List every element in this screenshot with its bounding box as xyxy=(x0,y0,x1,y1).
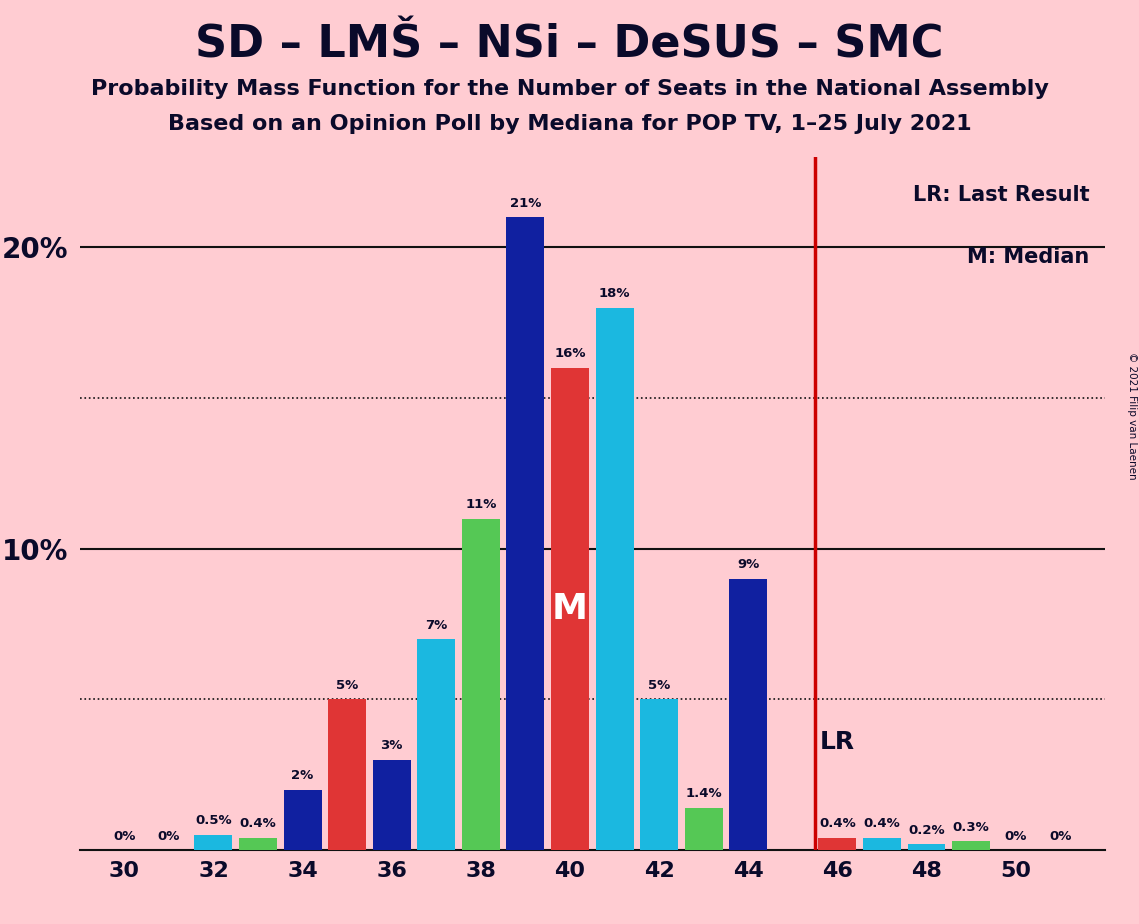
Text: LR: LR xyxy=(820,730,854,754)
Text: 2%: 2% xyxy=(292,770,313,783)
Text: 5%: 5% xyxy=(336,679,359,692)
Text: 0%: 0% xyxy=(1005,830,1027,843)
Bar xyxy=(819,838,857,850)
Text: 0.2%: 0.2% xyxy=(908,823,945,836)
Bar xyxy=(596,308,633,850)
Text: 0.3%: 0.3% xyxy=(952,821,990,833)
Bar xyxy=(195,835,232,850)
Bar xyxy=(239,838,277,850)
Text: 0.4%: 0.4% xyxy=(863,818,900,831)
Bar xyxy=(952,841,990,850)
Bar xyxy=(328,699,366,850)
Text: © 2021 Filip van Laenen: © 2021 Filip van Laenen xyxy=(1126,352,1137,480)
Text: LR: Last Result: LR: Last Result xyxy=(912,185,1089,205)
Text: 11%: 11% xyxy=(465,498,497,511)
Text: 0%: 0% xyxy=(113,830,136,843)
Bar xyxy=(729,579,768,850)
Text: 7%: 7% xyxy=(425,619,448,632)
Text: Probability Mass Function for the Number of Seats in the National Assembly: Probability Mass Function for the Number… xyxy=(91,79,1048,99)
Text: 16%: 16% xyxy=(555,347,585,360)
Text: M: M xyxy=(552,592,588,626)
Bar xyxy=(372,760,411,850)
Bar xyxy=(640,699,678,850)
Bar xyxy=(507,217,544,850)
Bar xyxy=(685,808,722,850)
Text: 18%: 18% xyxy=(599,287,630,300)
Text: 3%: 3% xyxy=(380,739,403,752)
Text: 0.5%: 0.5% xyxy=(195,814,231,828)
Bar xyxy=(908,844,945,850)
Bar xyxy=(551,368,589,850)
Text: 0%: 0% xyxy=(157,830,180,843)
Text: 0.4%: 0.4% xyxy=(819,818,855,831)
Text: M: Median: M: Median xyxy=(967,248,1089,267)
Bar xyxy=(417,639,456,850)
Text: 9%: 9% xyxy=(737,558,760,571)
Bar xyxy=(462,518,500,850)
Text: SD – LMŠ – NSi – DeSUS – SMC: SD – LMŠ – NSi – DeSUS – SMC xyxy=(195,23,944,67)
Text: Based on an Opinion Poll by Mediana for POP TV, 1–25 July 2021: Based on an Opinion Poll by Mediana for … xyxy=(167,114,972,134)
Bar xyxy=(284,790,321,850)
Text: 0%: 0% xyxy=(1049,830,1072,843)
Bar xyxy=(863,838,901,850)
Text: 5%: 5% xyxy=(648,679,670,692)
Text: 0.4%: 0.4% xyxy=(239,818,277,831)
Text: 21%: 21% xyxy=(510,197,541,210)
Text: 1.4%: 1.4% xyxy=(686,787,722,800)
